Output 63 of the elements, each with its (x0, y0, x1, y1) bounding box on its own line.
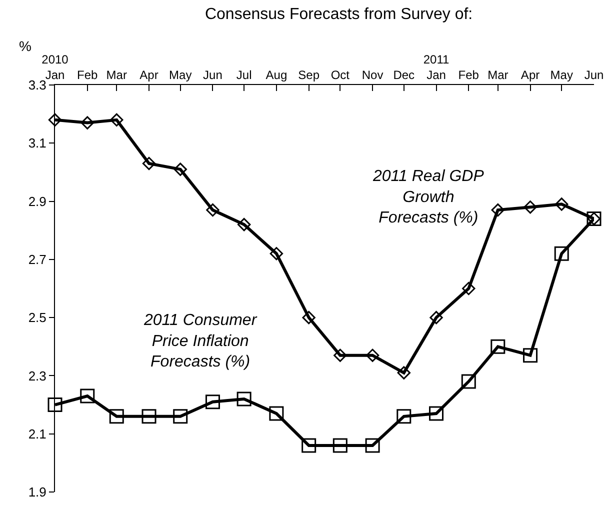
point (462, 282, 476, 296)
point (491, 203, 504, 217)
x-tick-label: Apr (520, 68, 540, 82)
point (48, 113, 62, 126)
x-tick-label: 2011 Jan (423, 52, 450, 82)
point (461, 374, 476, 389)
point (80, 116, 94, 130)
point (430, 310, 443, 324)
y-tick-label: 2.3 (28, 368, 46, 384)
series-label: 2011 Real GDP Growth Forecasts (%) (372, 168, 484, 227)
point (142, 409, 156, 424)
point (396, 409, 412, 424)
point (109, 409, 124, 424)
point (524, 200, 537, 214)
point (429, 406, 444, 421)
point (270, 247, 284, 260)
point (366, 348, 380, 362)
point (48, 398, 62, 412)
x-tick-label: Jun (203, 68, 222, 82)
point (110, 113, 124, 126)
y-tick-label: 2.7 (28, 252, 46, 267)
point (332, 438, 348, 453)
point (397, 366, 410, 380)
point (523, 348, 538, 363)
point (237, 218, 251, 232)
point (80, 388, 95, 404)
y-tick-label: 2.9 (28, 194, 46, 209)
y-tick-label: 3.1 (28, 136, 46, 151)
x-tick-label: May (550, 68, 573, 82)
x-tick-label: May (169, 68, 192, 82)
x-tick-label: Feb (77, 68, 98, 82)
y-tick-label: 1.9 (28, 484, 46, 500)
point (174, 162, 187, 176)
x-tick-label: Mar (106, 68, 127, 82)
point (555, 198, 568, 211)
point (554, 246, 569, 261)
x-tick-label: Oct (330, 68, 350, 82)
y-axis-title: % (19, 38, 32, 54)
x-tick-label: Mar (488, 68, 508, 82)
point (365, 438, 380, 453)
x-tick-label: Jun (584, 68, 604, 82)
point (302, 438, 316, 453)
y-tick-label: 3.3 (28, 78, 46, 93)
y-tick-label: 2.1 (28, 426, 46, 442)
point (173, 409, 188, 424)
y-tick-label: 2.5 (28, 310, 46, 326)
point (334, 348, 347, 362)
point (269, 406, 284, 421)
point (142, 156, 156, 170)
chart-title: Consensus Forecasts from Survey of: (204, 6, 473, 23)
point (302, 310, 316, 324)
point (236, 392, 252, 406)
x-tick-label: Feb (458, 68, 480, 82)
point (205, 394, 220, 410)
x-tick-label: Jul (236, 68, 252, 82)
x-tick-label: Aug (266, 68, 288, 82)
series-label: 2011 Consumer Price Inflation Forecasts (%) (143, 312, 258, 371)
x-tick-label: Nov (362, 68, 384, 82)
x-tick-label: Sep (298, 68, 320, 82)
x-tick-label: Apr (140, 68, 158, 82)
point (490, 339, 506, 354)
point (206, 203, 220, 217)
x-tick-label: Dec (393, 68, 415, 82)
